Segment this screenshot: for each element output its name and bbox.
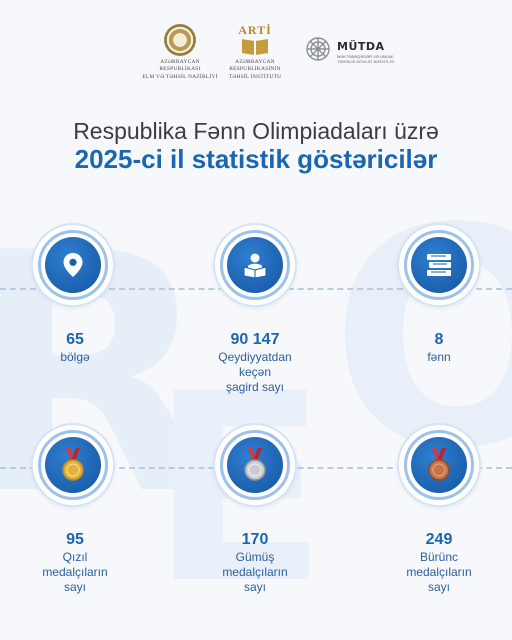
mutda-name: MÜTDA xyxy=(337,40,385,53)
ministry-name-line1: AZƏRBAYCAN RESPUBLİKASI xyxy=(159,59,201,73)
stat-label: Qeydiyyatdan keçən şagird sayı xyxy=(180,350,330,395)
stat-label-line: medalçıların xyxy=(222,564,288,579)
page-title: 2025-ci il statistik göstəricilər xyxy=(74,144,438,174)
stat-label-line: medalçıların xyxy=(406,564,472,579)
stat-label-line: sayı xyxy=(243,579,266,594)
bronze-medal-icon xyxy=(428,448,450,481)
stat-label-line: sayı xyxy=(427,579,450,594)
location-pin-icon xyxy=(63,253,83,277)
stat-label-line: keçən xyxy=(238,364,272,379)
stat-regions: 65 bölgə xyxy=(0,225,150,365)
mutda-subtitle: MƏKTƏBƏQƏDƏR VƏ ÜMUMİ TƏHSİLİN DÖVLƏT AG… xyxy=(337,54,395,65)
stat-subjects: 8 fənn xyxy=(364,225,512,365)
arti-line2: TƏHSİL İNSTİTUTU xyxy=(228,73,282,80)
stat-bronze-medalists: 249 Bürünc medalçıların sayı xyxy=(364,425,512,595)
mutda-mark-icon xyxy=(306,37,330,61)
ministry-logo: AZƏRBAYCAN RESPUBLİKASI ELM VƏ TƏHSİL NA… xyxy=(140,24,220,81)
stat-label: Bürünc medalçıların sayı xyxy=(364,550,512,595)
stat-label-line: Qızıl xyxy=(62,549,88,564)
logo-bar: AZƏRBAYCAN RESPUBLİKASI ELM VƏ TƏHSİL NA… xyxy=(0,24,512,84)
stat-value: 65 xyxy=(66,331,84,348)
stat-label-line: Qeydiyyatdan xyxy=(218,349,292,364)
student-reading-icon xyxy=(243,253,267,279)
icon-badge xyxy=(215,425,295,505)
stat-label-line: şagird sayı xyxy=(225,379,285,394)
arti-line1: AZƏRBAYCAN RESPUBLİKASININ xyxy=(229,59,281,73)
silver-medal-icon xyxy=(244,448,266,481)
stat-value: 95 xyxy=(66,531,84,548)
arti-logo: ARTİ AZƏRBAYCAN RESPUBLİKASININ TƏHSİL İ… xyxy=(222,24,288,81)
open-book-icon xyxy=(242,38,268,56)
stat-silver-medalists: 170 Gümüş medalçıların sayı xyxy=(180,425,330,595)
stat-label-line: Bürünc xyxy=(419,549,459,564)
icon-badge xyxy=(399,425,479,505)
icon-badge xyxy=(33,225,113,305)
stat-label-line: bölgə xyxy=(60,349,90,364)
stat-label: fənn xyxy=(364,350,512,365)
books-icon xyxy=(427,254,451,276)
ministry-emblem-icon xyxy=(164,24,196,56)
stat-gold-medalists: 95 Qızıl medalçıların sayı xyxy=(0,425,150,595)
stat-registered-students: 90 147 Qeydiyyatdan keçən şagird sayı xyxy=(180,225,330,395)
stat-label: Qızıl medalçıların sayı xyxy=(0,550,150,595)
title-line1: Respublika Fənn Olimpiadaları üzrə xyxy=(73,118,439,144)
stat-label-line: fənn xyxy=(427,349,451,364)
stat-value: 249 xyxy=(425,531,453,548)
stat-label: bölgə xyxy=(0,350,150,365)
icon-badge xyxy=(215,225,295,305)
stat-value: 170 xyxy=(241,531,269,548)
gold-medal-icon xyxy=(62,448,84,481)
icon-badge xyxy=(399,225,479,305)
arti-name: ARTİ xyxy=(238,23,272,37)
stat-label: Gümüş medalçıların sayı xyxy=(180,550,330,595)
stat-label-line: Gümüş xyxy=(235,549,275,564)
ministry-name-line2: ELM VƏ TƏHSİL NAZİRLİYİ xyxy=(142,73,218,80)
stat-label-line: sayı xyxy=(63,579,86,594)
icon-badge xyxy=(33,425,113,505)
stat-label-line: medalçıların xyxy=(42,564,108,579)
stat-value: 90 147 xyxy=(230,331,280,348)
stat-value: 8 xyxy=(434,331,444,348)
